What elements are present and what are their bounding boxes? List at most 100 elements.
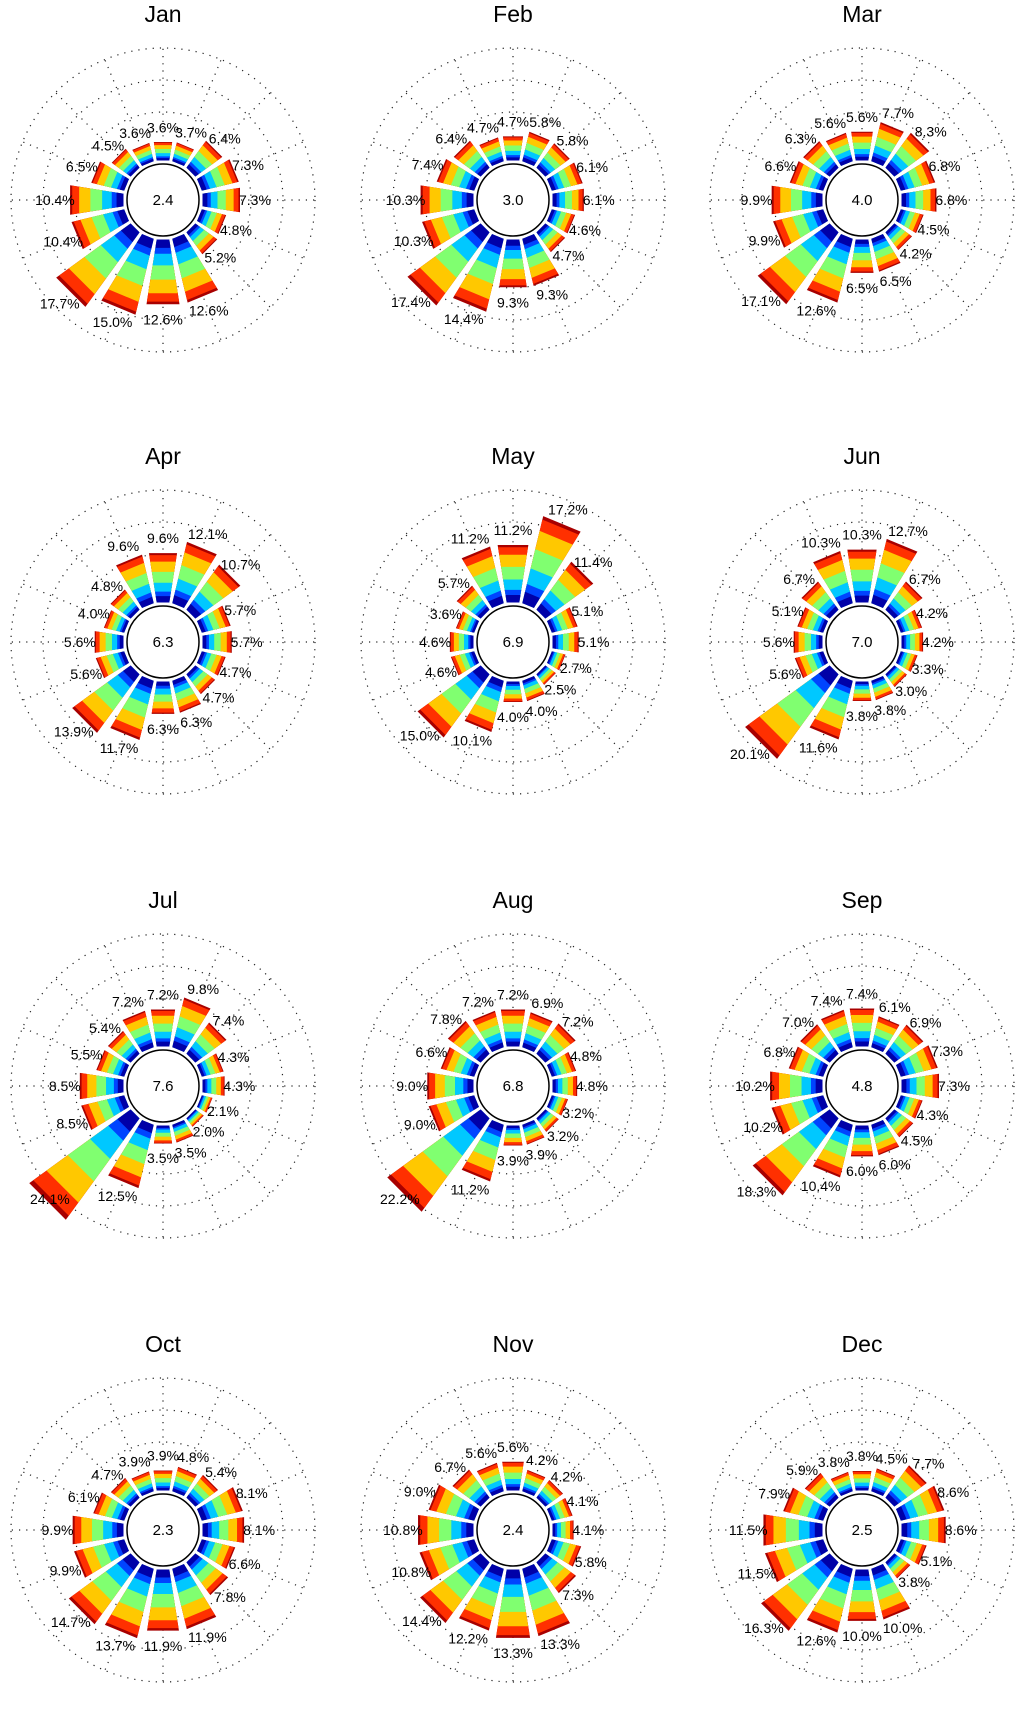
petal-segment [547,651,554,664]
direction-percent-label: 8.6% [945,1522,977,1538]
petal-segment [536,603,552,619]
petal-segment [819,1109,839,1129]
petal-segment [885,223,902,240]
petal-segment [186,603,202,619]
direction-percent-label: 7.4% [811,993,843,1009]
direction-percent-label: 3.6% [119,125,151,141]
petal-segment [871,1564,887,1576]
calm-circle [126,1049,200,1123]
petal-segment [155,1569,171,1578]
direction-percent-label: 4.8% [570,1048,602,1064]
petal-segment [901,635,905,649]
petal-segment [896,1062,906,1077]
direction-percent-label: 5.6% [497,1439,529,1455]
direction-percent-label: 13.3% [493,1645,533,1661]
direction-percent-label: 7.4% [412,157,444,173]
petal-segment [127,1050,140,1063]
petal-segment [836,234,853,248]
direction-percent-label: 7.3% [239,192,271,208]
direction-percent-label: 5.4% [89,1020,121,1036]
petal-segment [885,1109,902,1126]
direction-percent-label: 8.6% [937,1484,969,1500]
panel-title: Mar [842,1,882,27]
direction-percent-label: 6.7% [783,571,815,587]
direction-percent-label: 11.6% [799,740,838,756]
petal-segment [117,1539,129,1555]
direction-percent-label: 4.7% [553,247,585,263]
petal-segment [885,1109,897,1121]
direction-percent-label: 6.4% [435,130,467,146]
direction-percent-label: 5.1% [571,603,603,619]
petal-segment [197,209,206,223]
grid-circle [773,111,951,289]
direction-percent-label: 6.1% [68,1489,100,1505]
direction-percent-label: 4.2% [922,634,954,650]
direction-percent-label: 5.6% [64,634,96,650]
calm-value: 2.5 [852,1522,873,1539]
direction-percent-label: 4.5% [901,1133,933,1149]
petal-segment [826,1494,839,1507]
petal-segment [137,1120,154,1134]
petal-segment [820,1553,839,1572]
petal-segment [885,223,897,235]
direction-percent-label: 4.7% [467,120,499,136]
petal-segment [128,165,140,177]
calm-circle [126,163,200,237]
direction-percent-label: 3.8% [846,1448,878,1464]
direction-percent-label: 4.7% [220,664,252,680]
direction-percent-label: 14.4% [444,311,484,327]
petal-segment [815,1078,823,1094]
petal-segment [522,234,538,246]
direction-percent-label: 4.7% [203,689,235,705]
petal-segment [522,1488,536,1496]
direction-percent-label: 3.8% [898,1574,930,1590]
direction-percent-label: 4.6% [425,664,457,680]
petal-segment [155,1041,171,1047]
petal-segment [901,1522,908,1538]
petal-segment [120,651,129,665]
petal-segment [202,1522,208,1538]
petal-segment [477,606,490,619]
direction-percent-label: 5.8% [557,132,589,148]
direction-percent-label: 4.2% [551,1468,583,1484]
direction-percent-label: 10.0% [842,1628,882,1644]
petal-segment [156,158,170,161]
petal-segment [137,1564,154,1578]
direction-percent-label: 10.2% [735,1078,775,1094]
direction-percent-label: 2.0% [193,1124,225,1140]
direction-percent-label: 4.8% [177,1449,209,1465]
petal-segment [837,1120,853,1132]
petal-segment [490,1487,504,1496]
petal-segment [140,158,154,166]
grid-circle [10,933,316,1239]
direction-percent-label: 15.0% [400,727,440,743]
direction-percent-label: 9.0% [404,1483,436,1499]
petal-segment [472,1553,490,1571]
direction-percent-label: 7.9% [758,1486,790,1502]
petal-segment [855,239,869,244]
petal-segment [471,619,479,633]
direction-percent-label: 3.8% [846,708,878,724]
direction-percent-label: 17.7% [40,295,80,311]
petal-segment [885,1553,897,1565]
panel-title: Oct [145,1331,181,1357]
petal-segment [871,594,888,608]
petal-segment [487,1564,504,1577]
direction-percent-label: 9.9% [50,1562,82,1578]
petal-segment [536,665,550,679]
grid-circle [424,997,602,1175]
calm-value: 3.0 [503,192,524,209]
petal-segment [547,1507,555,1521]
direction-percent-label: 6.8% [929,158,961,174]
direction-percent-label: 9.0% [396,1078,428,1094]
wind-rose-jun: Jun 7.0 10.3% 12.7% 6.7% 4.2% 4.2% 3.3% 3.0% 3.8%… [709,443,1015,795]
calm-value: 7.6 [153,1078,174,1095]
petal-segment [117,1078,124,1094]
direction-percent-label: 12.6% [796,1632,836,1648]
petal-segment [202,635,207,649]
direction-percent-label: 4.2% [916,605,948,621]
petal-segment [172,1120,186,1128]
direction-percent-label: 3.5% [175,1145,207,1161]
direction-percent-label: 3.2% [562,1105,594,1121]
